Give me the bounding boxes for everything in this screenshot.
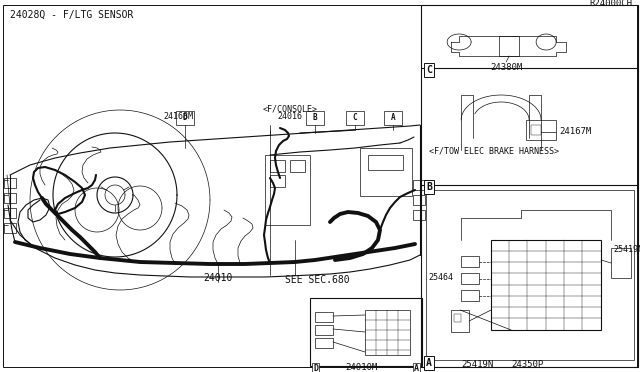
Text: <F/TOW ELEC BRAKE HARNESS>: <F/TOW ELEC BRAKE HARNESS> — [429, 147, 559, 156]
Text: 24380M: 24380M — [490, 63, 522, 72]
Bar — [265, 155, 310, 225]
Bar — [270, 175, 285, 187]
Text: 25419N: 25419N — [613, 245, 640, 254]
Text: C: C — [426, 65, 432, 75]
Text: D: D — [313, 364, 318, 372]
Bar — [451, 310, 469, 332]
Text: 24016: 24016 — [278, 112, 303, 121]
Text: R24000CH: R24000CH — [589, 0, 632, 8]
Bar — [426, 190, 634, 360]
Bar — [368, 155, 403, 170]
Bar — [454, 314, 461, 322]
Bar — [315, 312, 333, 322]
Bar — [461, 290, 479, 301]
Bar — [315, 325, 333, 335]
Bar — [4, 178, 16, 188]
Bar — [306, 111, 324, 125]
Text: 25419N: 25419N — [461, 360, 493, 369]
Text: 24350P: 24350P — [511, 360, 543, 369]
Bar — [461, 256, 479, 267]
Bar — [310, 298, 422, 366]
Text: 24167M: 24167M — [559, 128, 591, 137]
Bar — [413, 210, 425, 220]
Text: 24168M: 24168M — [163, 112, 193, 121]
Bar — [290, 160, 305, 172]
Text: A: A — [426, 358, 432, 368]
Bar — [461, 273, 479, 284]
Bar — [491, 240, 601, 330]
Bar — [4, 208, 16, 218]
Bar — [176, 111, 194, 125]
Text: C: C — [353, 113, 357, 122]
Bar — [384, 111, 402, 125]
Bar — [4, 223, 16, 233]
Text: 24010M: 24010M — [345, 363, 377, 372]
Bar — [531, 125, 541, 135]
Text: A: A — [414, 364, 419, 372]
Text: <F/CONSOLE>: <F/CONSOLE> — [262, 104, 317, 113]
Bar — [315, 338, 333, 348]
Bar — [365, 310, 410, 355]
Text: B: B — [426, 182, 432, 192]
Bar — [413, 180, 425, 190]
Bar — [360, 148, 412, 196]
Text: 24028Q - F/LTG SENSOR: 24028Q - F/LTG SENSOR — [10, 10, 133, 20]
Bar — [4, 193, 16, 203]
Bar — [346, 111, 364, 125]
Text: 24010: 24010 — [204, 273, 233, 283]
Bar — [499, 36, 519, 56]
Bar — [526, 120, 556, 140]
Text: B: B — [313, 113, 317, 122]
Bar — [611, 248, 631, 278]
Text: 25464: 25464 — [428, 273, 453, 282]
Bar — [270, 160, 285, 172]
Text: A: A — [390, 113, 396, 122]
Bar — [413, 195, 425, 205]
Text: D: D — [182, 113, 188, 122]
Text: SEE SEC.680: SEE SEC.680 — [285, 275, 349, 285]
